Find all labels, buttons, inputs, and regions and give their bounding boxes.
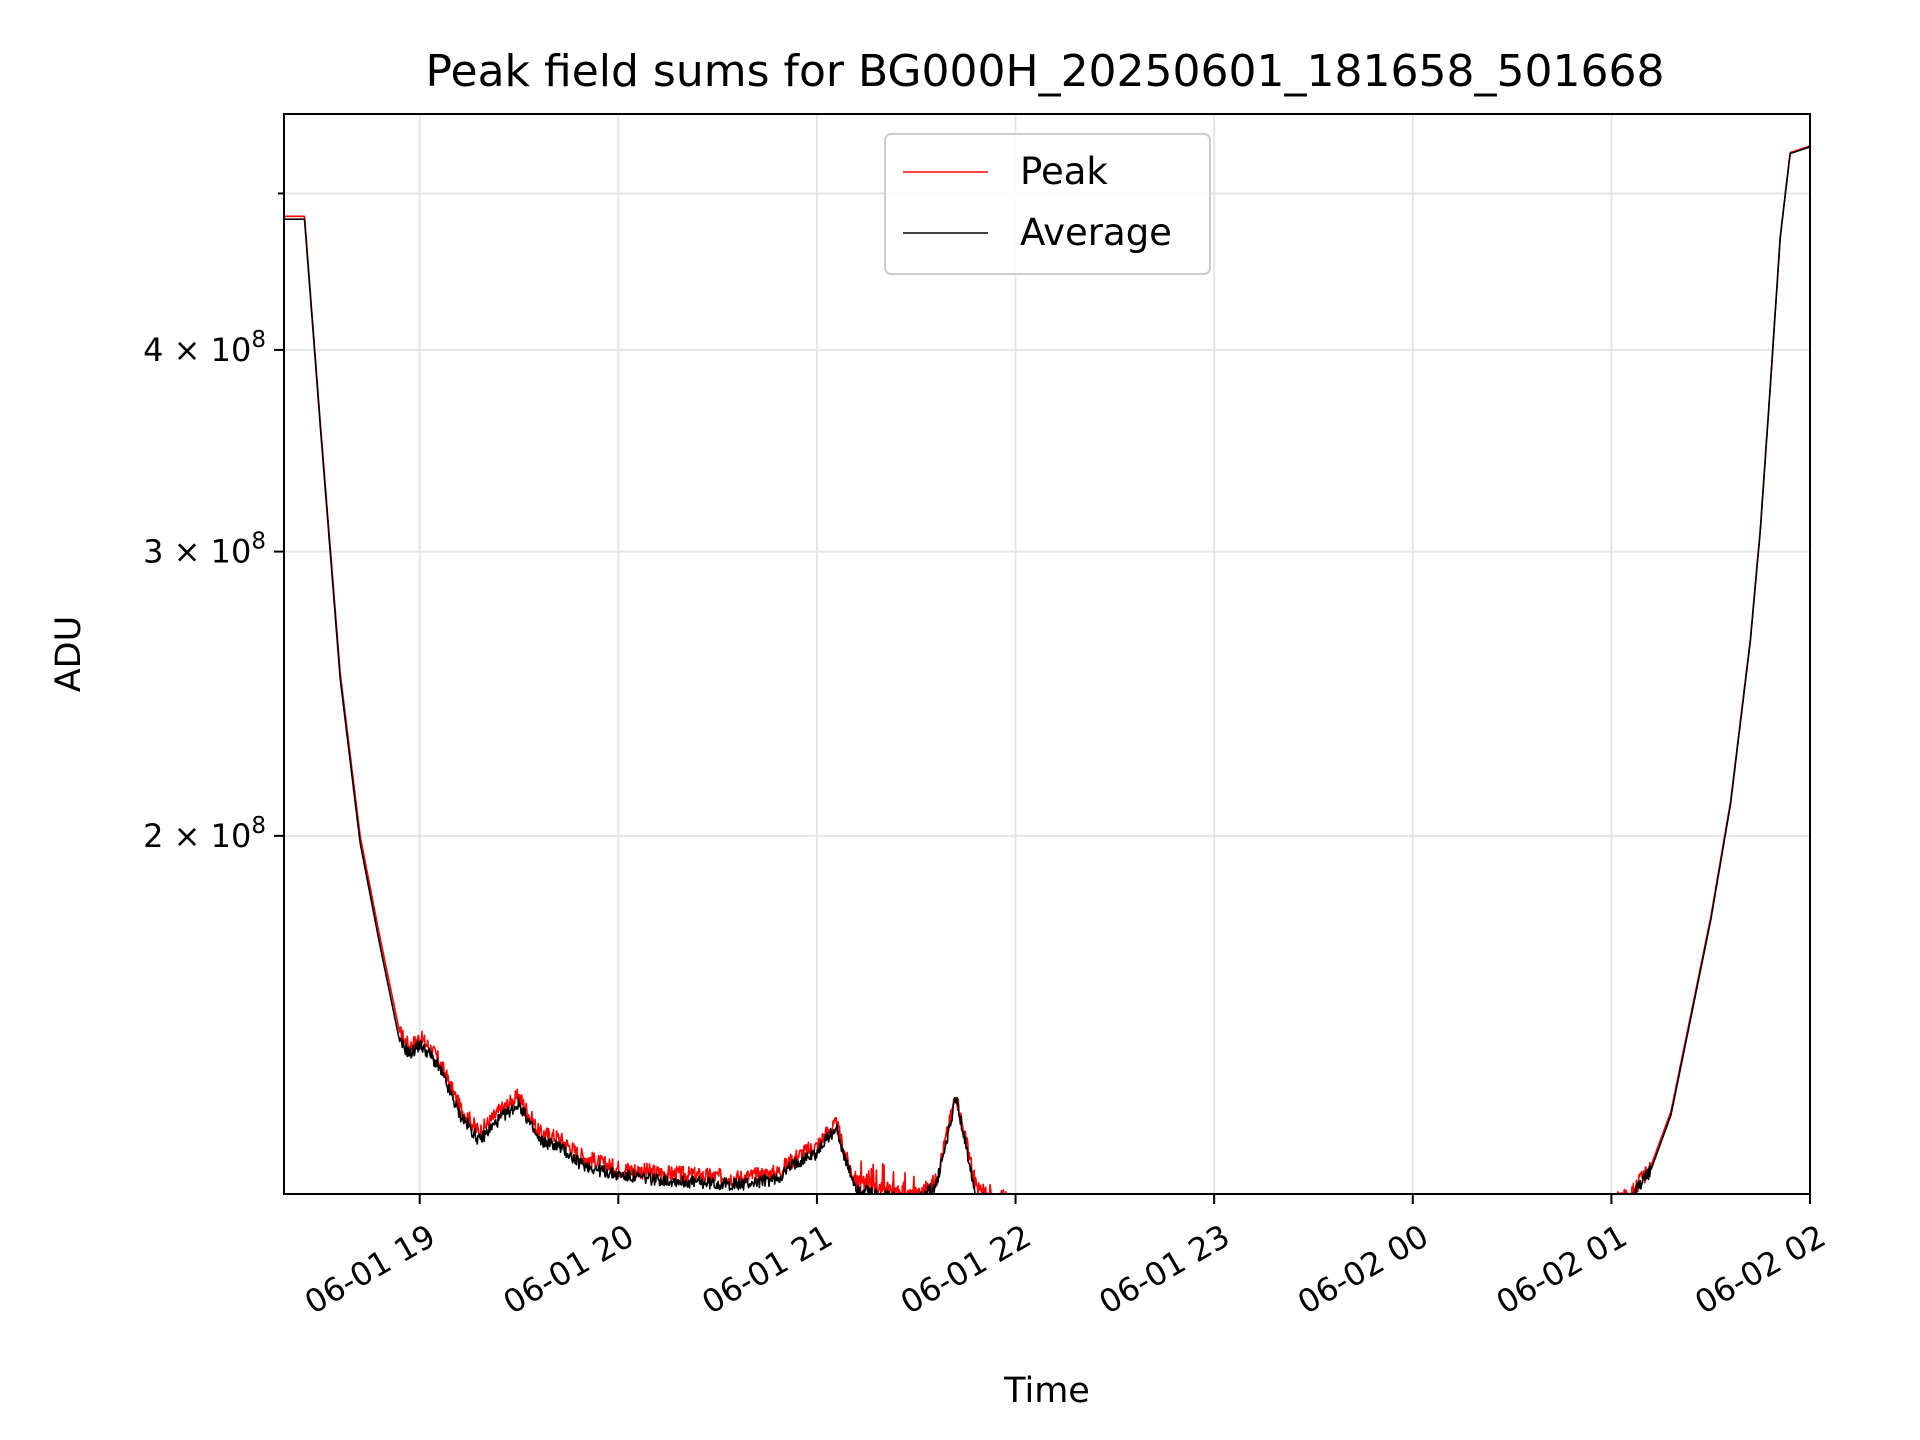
legend-label-average: Average xyxy=(1020,211,1172,254)
y-axis-title: ADU xyxy=(49,616,89,693)
x-axis-title: Time xyxy=(1003,1371,1090,1411)
plot-area xyxy=(284,145,1810,1194)
y-tick-label-2: 4 × 108 xyxy=(143,327,266,369)
y-tick-label-1: 3 × 108 xyxy=(143,529,266,571)
chart-title: Peak field sums for BG000H_20250601_1816… xyxy=(426,46,1665,97)
y-tick-label-0: 2 × 108 xyxy=(143,813,266,855)
legend: Peak Average xyxy=(884,133,1211,275)
plot-frame xyxy=(283,113,1811,1195)
series-line-average xyxy=(284,146,1810,1194)
legend-label-peak: Peak xyxy=(1020,150,1108,193)
y-axis: 2 × 108 3 × 108 4 × 108 xyxy=(143,192,284,855)
legend-box xyxy=(884,133,1211,275)
